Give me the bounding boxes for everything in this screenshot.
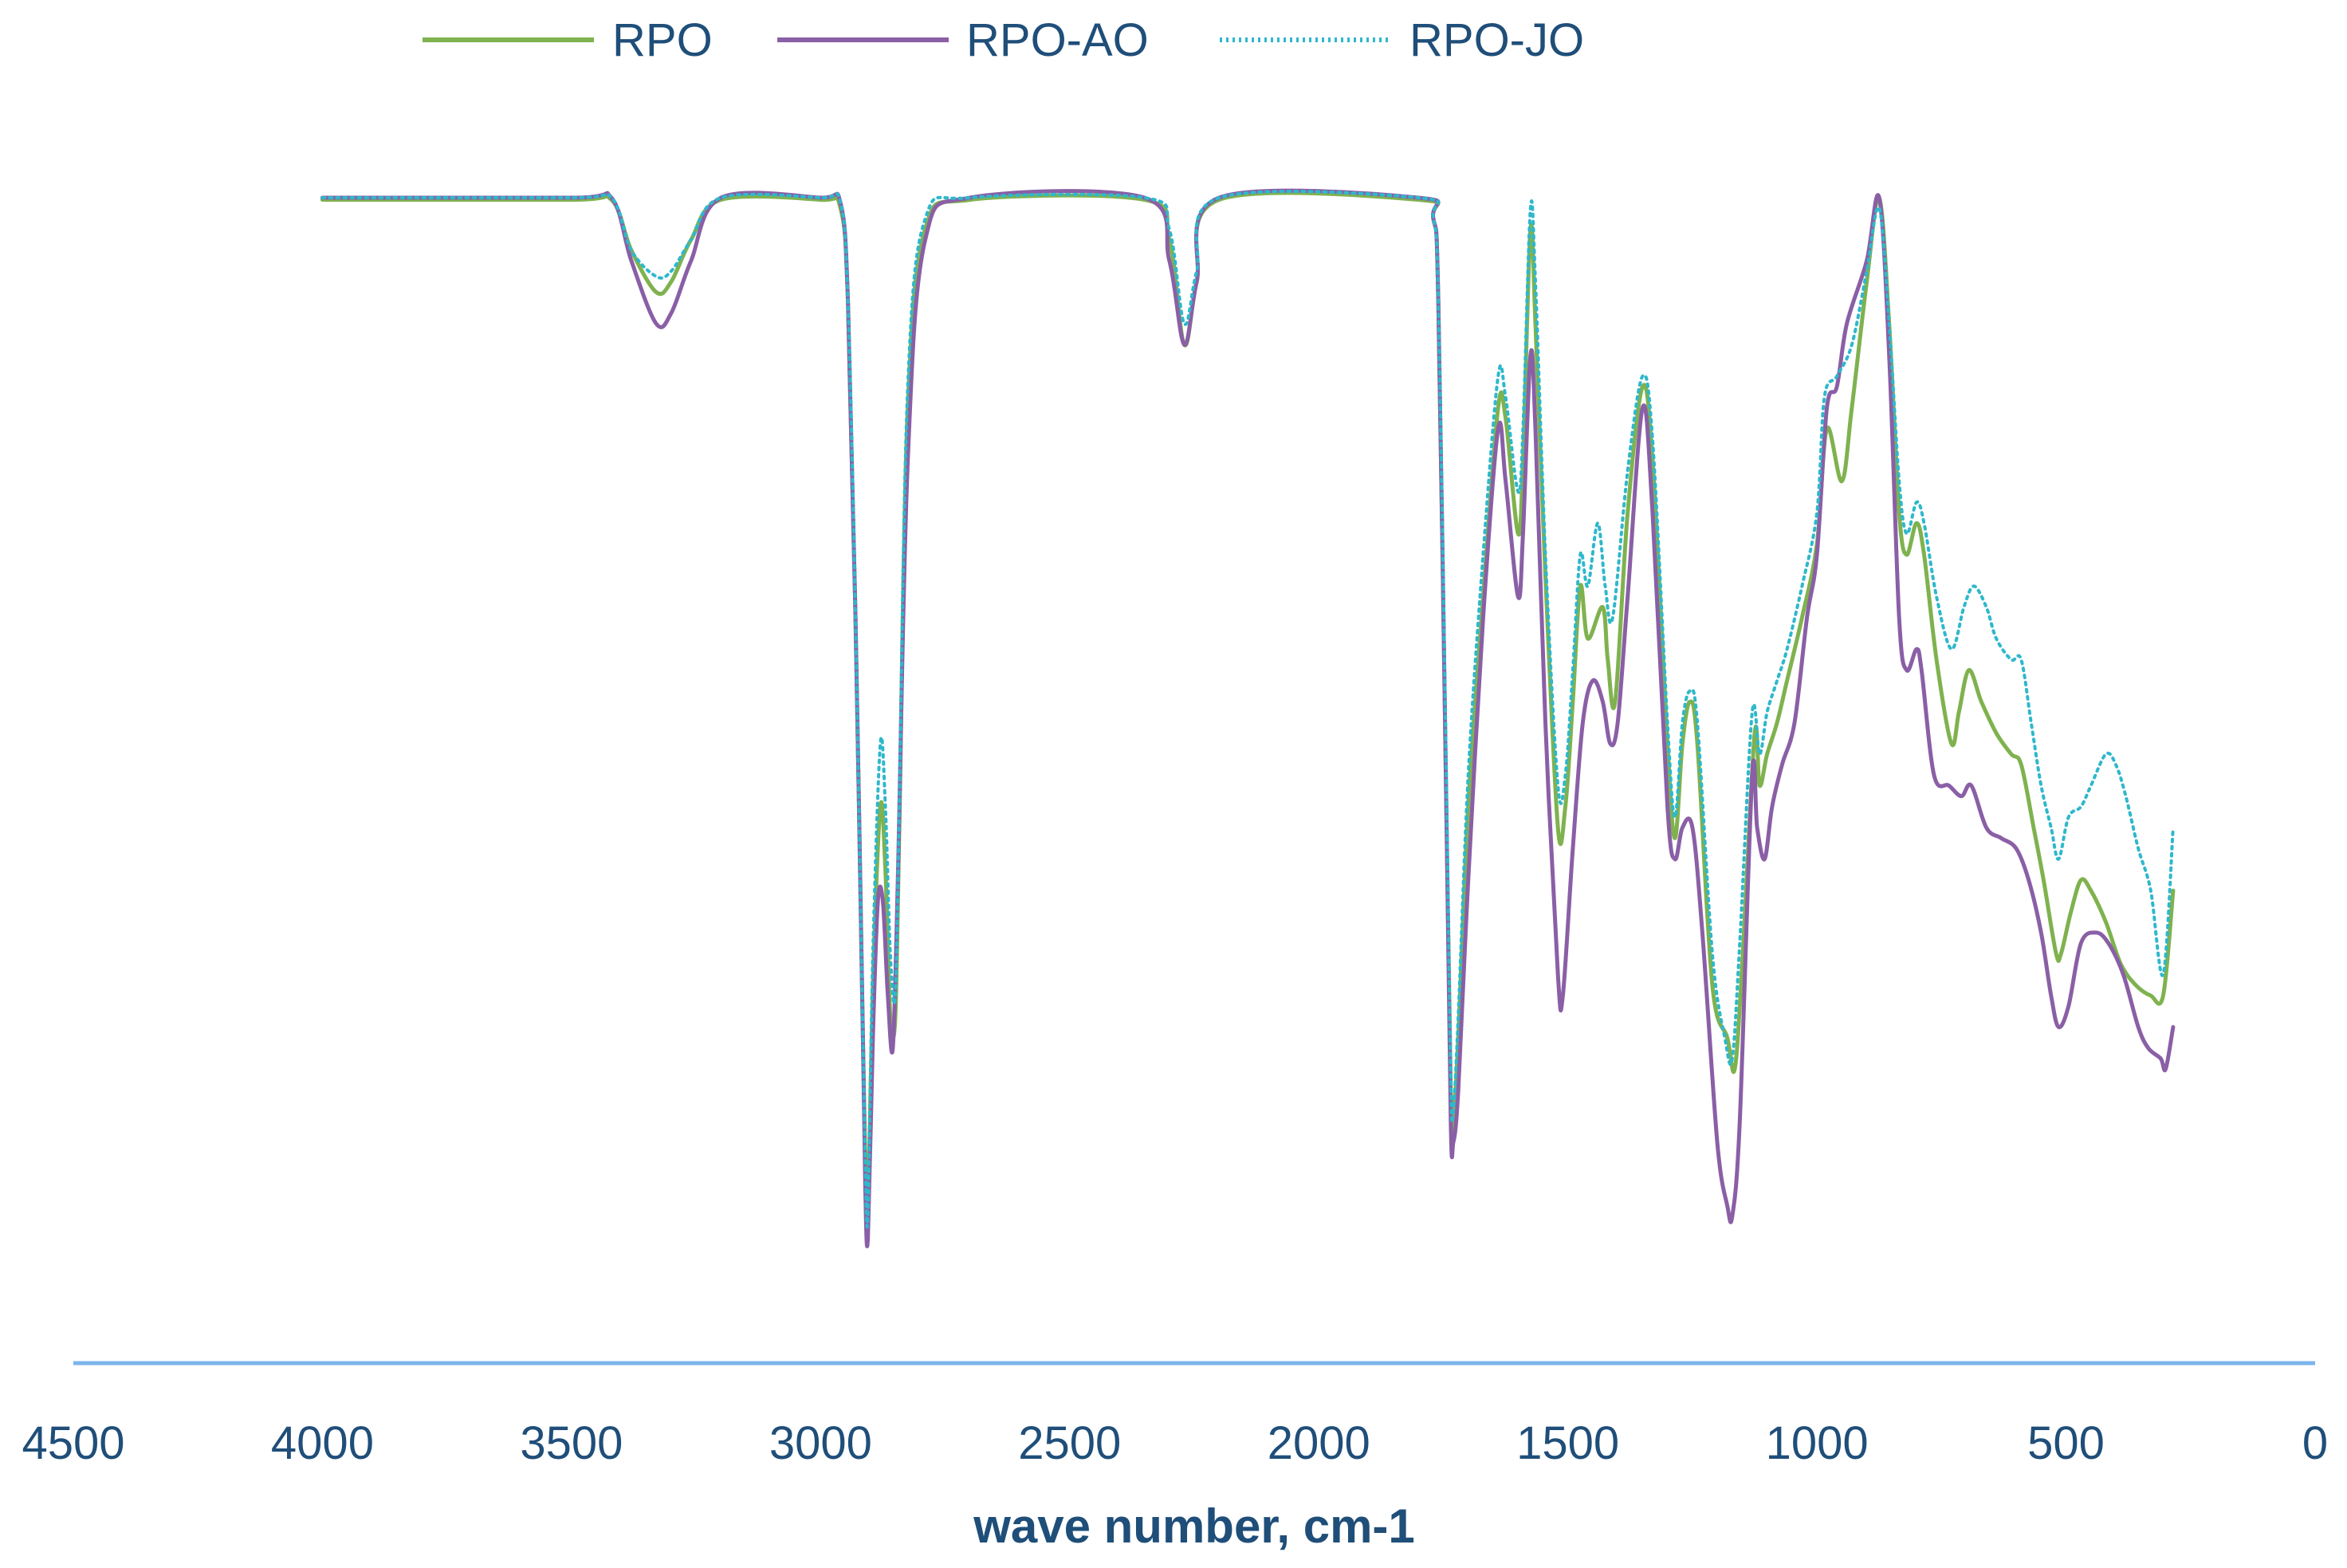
legend-label-rpo: RPO <box>612 14 713 66</box>
x-tick-label: 4000 <box>271 1417 374 1469</box>
x-axis-ticks: 4500 4000 3500 3000 2500 2000 1500 1000 500 0 <box>22 1417 2328 1469</box>
x-tick-label: 0 <box>2302 1417 2328 1469</box>
x-tick-label: 3000 <box>769 1417 872 1469</box>
x-tick-label: 2000 <box>1268 1417 1370 1469</box>
x-tick-label: 1000 <box>1766 1417 1869 1469</box>
legend-label-rpo-ao: RPO-AO <box>966 14 1149 66</box>
legend: RPO RPO-AO RPO-JO <box>423 14 1584 66</box>
x-tick-label: 3500 <box>520 1417 623 1469</box>
x-tick-label: 2500 <box>1018 1417 1121 1469</box>
x-axis-title: wave number, cm-1 <box>973 1499 1415 1553</box>
series-line-rpo <box>320 191 2176 1227</box>
x-tick-label: 4500 <box>22 1417 124 1469</box>
legend-label-rpo-jo: RPO-JO <box>1409 14 1584 66</box>
x-tick-label: 500 <box>2027 1417 2105 1469</box>
series-line-rpo-jo <box>320 190 2175 1229</box>
plot-area <box>320 188 2176 1248</box>
series-line-rpo-ao <box>320 188 2176 1248</box>
x-tick-label: 1500 <box>1516 1417 1619 1469</box>
